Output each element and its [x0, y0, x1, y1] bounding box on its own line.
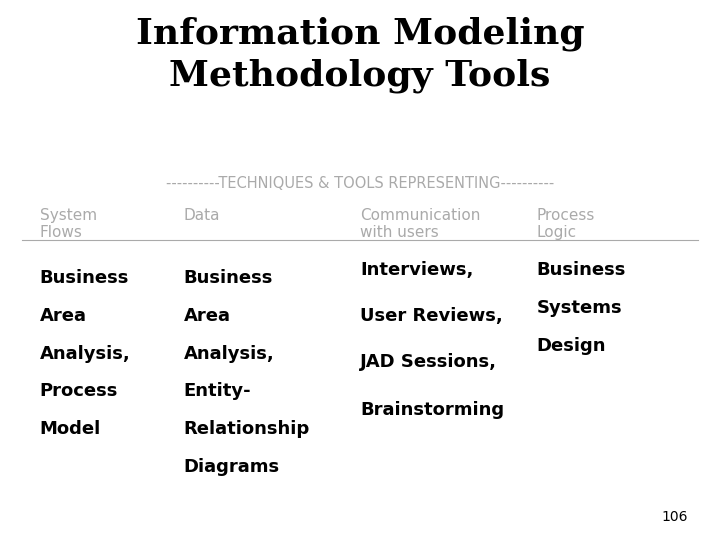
Text: User Reviews,: User Reviews, — [360, 307, 503, 325]
Text: Brainstorming: Brainstorming — [360, 401, 504, 420]
Text: Analysis,: Analysis, — [184, 345, 274, 363]
Text: Communication
with users: Communication with users — [360, 208, 480, 240]
Text: System
Flows: System Flows — [40, 208, 96, 240]
Text: Area: Area — [40, 307, 86, 325]
Text: Business: Business — [184, 269, 273, 287]
Text: Business: Business — [536, 261, 626, 279]
Text: Process: Process — [40, 382, 118, 401]
Text: Interviews,: Interviews, — [360, 261, 473, 279]
Text: Data: Data — [184, 208, 220, 223]
Text: Design: Design — [536, 336, 606, 355]
Text: 106: 106 — [661, 510, 688, 524]
Text: Relationship: Relationship — [184, 420, 310, 438]
Text: Process
Logic: Process Logic — [536, 208, 595, 240]
Text: Analysis,: Analysis, — [40, 345, 130, 363]
Text: JAD Sessions,: JAD Sessions, — [360, 353, 497, 371]
Text: Area: Area — [184, 307, 230, 325]
Text: Entity-: Entity- — [184, 382, 251, 401]
Text: ----------TECHNIQUES & TOOLS REPRESENTING----------: ----------TECHNIQUES & TOOLS REPRESENTIN… — [166, 176, 554, 191]
Text: Diagrams: Diagrams — [184, 458, 280, 476]
Text: Model: Model — [40, 420, 101, 438]
Text: Systems: Systems — [536, 299, 622, 317]
Text: Information Modeling
Methodology Tools: Information Modeling Methodology Tools — [135, 16, 585, 93]
Text: Business: Business — [40, 269, 129, 287]
